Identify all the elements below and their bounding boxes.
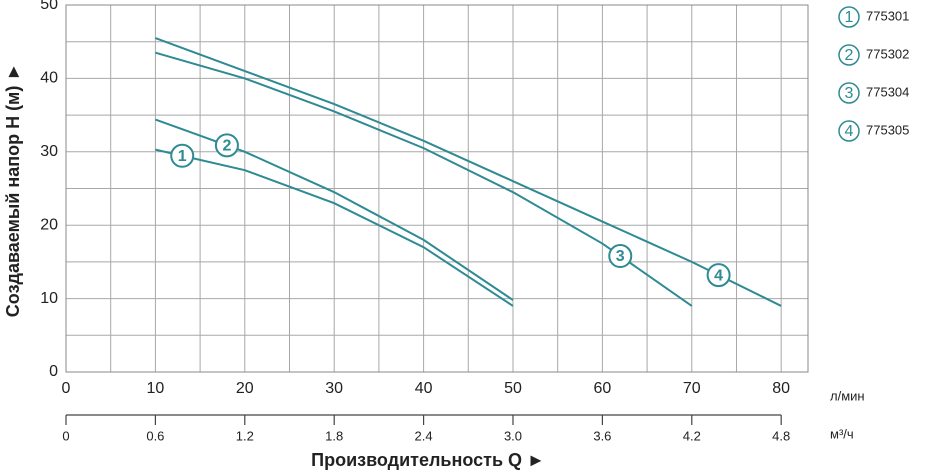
x2-tick-label: 2.4 <box>415 428 433 443</box>
curve <box>155 148 514 307</box>
legend-badge <box>838 82 860 104</box>
x2-tick-label: 3.6 <box>593 428 611 443</box>
curve-label: 2 <box>222 138 231 155</box>
legend-badge <box>838 44 860 66</box>
curve-badge <box>214 133 239 158</box>
x-axis-title: Производительность Q ► <box>311 450 545 470</box>
curve <box>155 51 693 307</box>
legend-number: 3 <box>845 85 854 102</box>
curve <box>155 118 514 301</box>
x-tick-label: 10 <box>146 380 164 397</box>
legend-label: 775301 <box>866 8 909 23</box>
legend-number: 4 <box>845 123 854 140</box>
legend-label: 775305 <box>866 122 909 137</box>
legend-badge <box>838 6 860 28</box>
curve-badge <box>608 244 633 269</box>
x-tick-label: 0 <box>62 380 71 397</box>
y-tick-label: 0 <box>49 363 58 380</box>
curve-label: 1 <box>178 148 187 165</box>
curve-badge <box>170 143 195 168</box>
x2-tick-label: 4.8 <box>772 428 790 443</box>
curve-badge <box>706 263 731 288</box>
curve-label: 4 <box>714 267 723 284</box>
curve <box>155 37 782 307</box>
x2-unit: м³/ч <box>830 426 854 441</box>
x-tick-label: 70 <box>683 380 701 397</box>
legend-badge <box>838 120 860 142</box>
y-axis-title: Создаваемый напор H (м) ► <box>3 63 23 317</box>
curve-label: 3 <box>616 248 625 265</box>
x2-tick-label: 1.8 <box>325 428 343 443</box>
legend-number: 2 <box>845 47 854 64</box>
x2-tick-label: 3.0 <box>504 428 522 443</box>
legend-label: 775304 <box>866 84 909 99</box>
x2-tick-label: 4.2 <box>683 428 701 443</box>
x-tick-label: 30 <box>325 380 343 397</box>
x2-tick-label: 0.6 <box>146 428 164 443</box>
x-tick-label: 40 <box>415 380 433 397</box>
x2-tick-label: 1.2 <box>236 428 254 443</box>
y-tick-label: 20 <box>40 216 58 233</box>
plot-frame <box>65 4 809 373</box>
y-tick-label: 50 <box>40 0 58 13</box>
x-tick-label: 80 <box>772 380 790 397</box>
y-tick-label: 30 <box>40 143 58 160</box>
x2-tick-label: 0 <box>62 428 69 443</box>
x-tick-label: 20 <box>236 380 254 397</box>
legend-label: 775302 <box>866 46 909 61</box>
x-tick-label: 60 <box>593 380 611 397</box>
y-tick-label: 40 <box>40 70 58 87</box>
x-tick-label: 50 <box>504 380 522 397</box>
y-tick-label: 10 <box>40 290 58 307</box>
x-unit: л/мин <box>830 388 865 403</box>
legend-number: 1 <box>845 9 854 26</box>
